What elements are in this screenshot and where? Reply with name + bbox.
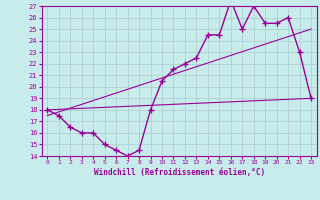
- X-axis label: Windchill (Refroidissement éolien,°C): Windchill (Refroidissement éolien,°C): [94, 168, 265, 177]
